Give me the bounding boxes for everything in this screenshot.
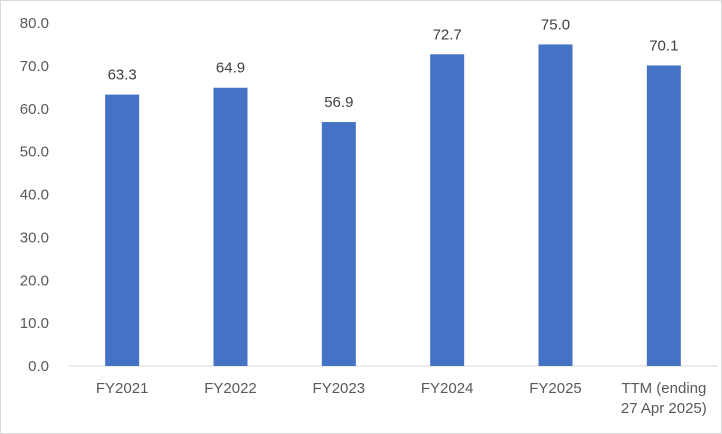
y-tick-label: 80.0 — [20, 15, 49, 32]
bar-data-label: 75.0 — [541, 16, 570, 33]
x-tick-label-line: FY2024 — [421, 380, 474, 397]
y-axis-tick-labels: 0.0 10.0 20.0 30.0 40.0 50.0 60.0 70.0 80.0 — [20, 15, 49, 375]
y-tick-label: 0.0 — [28, 358, 49, 375]
x-tick-label-line: FY2023 — [313, 380, 366, 397]
bars — [105, 44, 681, 367]
x-tick-label: TTM (ending 27 Apr 2025) — [621, 380, 707, 417]
bar-data-label: 64.9 — [216, 60, 245, 77]
x-tick-label-line: TTM (ending — [621, 380, 706, 397]
bar — [321, 122, 356, 366]
y-tick-label: 30.0 — [20, 229, 49, 246]
x-axis-tick-labels: FY2021 FY2022 FY2023 FY2024 FY2025 TTM (endin… — [96, 380, 707, 417]
data-labels: 63.3 64.9 56.9 72.7 75.0 70.1 — [108, 16, 679, 111]
x-tick-label-line: FY2021 — [96, 380, 149, 397]
bar — [105, 94, 140, 366]
y-tick-label: 40.0 — [20, 187, 49, 204]
y-tick-label: 10.0 — [20, 315, 49, 332]
bar — [213, 87, 248, 367]
bar-data-label: 70.1 — [649, 37, 678, 54]
x-tick-label: FY2024 — [421, 380, 474, 397]
y-tick-label: 60.0 — [20, 101, 49, 118]
x-tick-label: FY2021 — [96, 380, 149, 397]
x-tick-label: FY2025 — [529, 380, 582, 397]
bar-data-label: 72.7 — [433, 26, 462, 43]
bar — [538, 44, 573, 366]
bar-data-label: 56.9 — [324, 94, 353, 111]
x-tick-label: FY2022 — [204, 380, 257, 397]
bar — [430, 54, 465, 367]
x-tick-label-line: FY2025 — [529, 380, 582, 397]
bar — [646, 65, 681, 366]
y-tick-label: 70.0 — [20, 58, 49, 75]
x-tick-label-line: FY2022 — [204, 380, 257, 397]
bar-data-label: 63.3 — [108, 67, 137, 84]
y-tick-label: 20.0 — [20, 272, 49, 289]
x-tick-label-line: 27 Apr 2025) — [621, 400, 707, 417]
x-tick-label: FY2023 — [313, 380, 366, 397]
y-tick-label: 50.0 — [20, 144, 49, 161]
